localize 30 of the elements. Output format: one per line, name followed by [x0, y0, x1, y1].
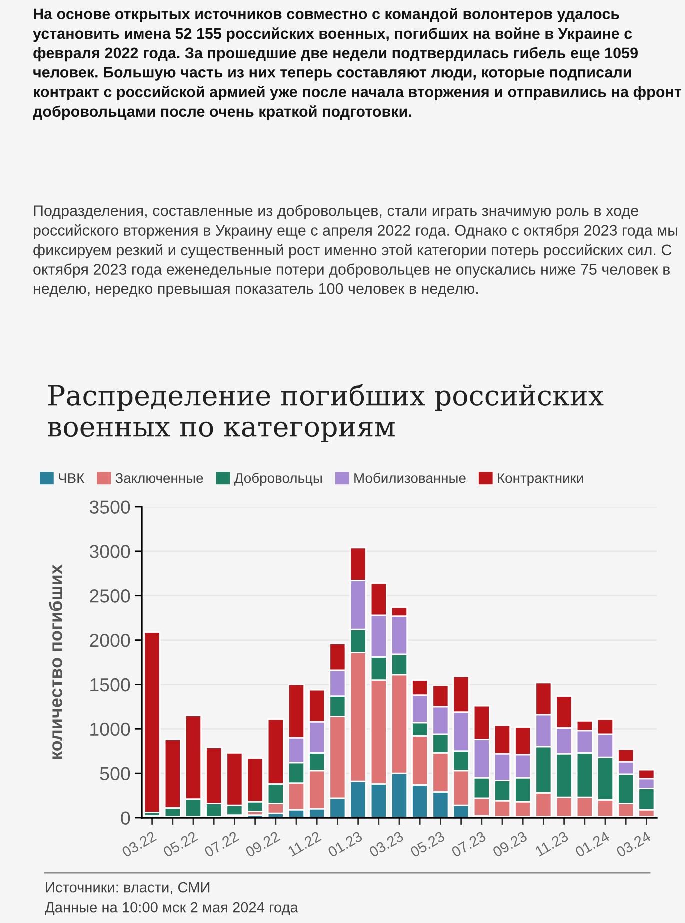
x-tick-label: 01.23: [327, 831, 364, 858]
legend-label: ЧВК: [59, 474, 85, 484]
y-tick-label: 1000: [90, 722, 130, 736]
text: Данные на 10:00 мск 2 мая 2024 года: [45, 902, 298, 916]
y-tick-label: 500: [100, 767, 130, 781]
legend-label: Контрактники: [498, 474, 584, 486]
x-tick-label: 03.22: [121, 831, 158, 858]
text: На основе открытых источников совместно с командой волонтеров удалось установить имена 52 155 российских военных, погибших на войне в Украине с февраля 2022 года. За прошедшие две недели подтвердилась гибель еще 1059 человек. Большую часть из них теперь составляют люди, которые подписали контракт с российской армией уже после начала вторжения и отправились на фронт добровольцами после очень краткой подготовки.: [33, 8, 682, 120]
x-tick-label: 07.22: [204, 831, 240, 858]
y-tick-label: 1500: [90, 678, 130, 692]
x-tick-label: 07.23: [450, 831, 487, 858]
y-axis-title: количество погибших: [49, 564, 62, 760]
y-tick-label: 2000: [90, 634, 130, 648]
chart-title: Распределение погибших российских военных по категориям: [48, 384, 604, 442]
legend-label: Добровольцы: [234, 472, 322, 486]
legend-label: Мобилизованные: [354, 472, 466, 484]
text: Источники: власти, СМИ: [46, 882, 210, 894]
x-tick-label: 03.24: [616, 831, 652, 858]
x-tick-label: 05.22: [162, 831, 198, 858]
x-tick-label: 03.23: [368, 831, 404, 858]
x-tick-label: 09.23: [492, 831, 528, 858]
y-tick-label: 3000: [90, 545, 130, 558]
legend-label: Заключенные: [116, 473, 204, 484]
text: Подразделения, составленные из добровольцев, стали играть значимую роль в ходе российского вторжения в Украину еще с апреля 2022 года. Однако с октября 2023 года мы фиксируем резкий и существенный рост именно этой категории потерь российских сил. С октября 2023 года еженедельные потери добровольцев не опускались ниже 75 человек в неделю, нередко превышая показатель 100 человек в неделю.: [34, 205, 678, 298]
y-tick-label: 2500: [90, 590, 130, 603]
y-tick-label: 0: [121, 812, 130, 825]
x-tick-label: 05.23: [410, 831, 446, 858]
y-tick-label: 3500: [90, 500, 130, 514]
x-tick-label: 01.24: [574, 831, 610, 858]
x-tick-label: 09.22: [244, 831, 281, 858]
